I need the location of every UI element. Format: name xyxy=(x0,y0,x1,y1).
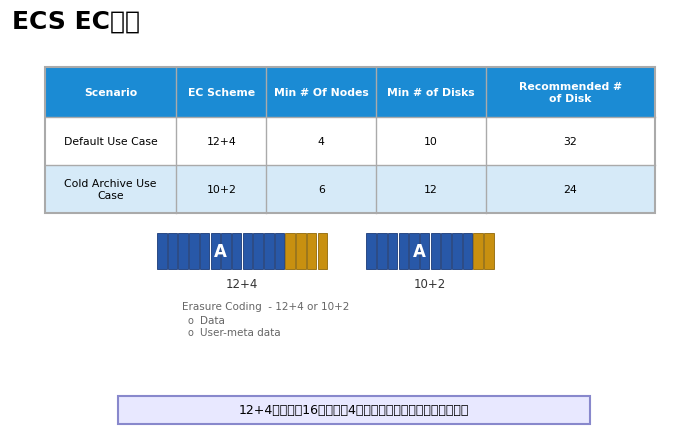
Bar xyxy=(45,166,655,214)
Text: 12+4并不要民16个节点，4个节点起就可以，降低初始规模。: 12+4并不要民16个节点，4个节点起就可以，降低初始规模。 xyxy=(239,404,469,417)
Text: User-meta data: User-meta data xyxy=(200,327,281,337)
Text: Recommended #
of Disk: Recommended # of Disk xyxy=(519,82,622,104)
Bar xyxy=(463,233,472,270)
Text: 24: 24 xyxy=(564,184,578,194)
Text: 4: 4 xyxy=(318,137,325,147)
Text: 10: 10 xyxy=(424,137,438,147)
Text: Scenario: Scenario xyxy=(84,88,137,98)
Bar xyxy=(45,118,655,166)
Bar xyxy=(286,233,295,270)
Text: 6: 6 xyxy=(318,184,325,194)
Bar xyxy=(199,233,209,270)
Bar xyxy=(179,233,188,270)
Bar xyxy=(211,233,220,270)
Bar xyxy=(275,233,284,270)
Text: Cold Archive Use
Case: Cold Archive Use Case xyxy=(65,179,157,201)
Text: A: A xyxy=(214,243,227,260)
Text: o: o xyxy=(188,315,194,325)
Bar xyxy=(441,233,451,270)
Text: Erasure Coding  - 12+4 or 10+2: Erasure Coding - 12+4 or 10+2 xyxy=(182,301,350,311)
Bar xyxy=(296,233,306,270)
Bar xyxy=(45,68,655,214)
Bar xyxy=(366,233,376,270)
Bar xyxy=(243,233,252,270)
Text: Min # of Disks: Min # of Disks xyxy=(387,88,475,98)
Bar xyxy=(409,233,418,270)
Bar xyxy=(253,233,263,270)
Bar xyxy=(420,233,430,270)
Text: 12: 12 xyxy=(424,184,438,194)
Text: Min # Of Nodes: Min # Of Nodes xyxy=(274,88,369,98)
Bar xyxy=(452,233,461,270)
Bar xyxy=(377,233,386,270)
Text: 10+2: 10+2 xyxy=(414,277,446,290)
Bar xyxy=(189,233,199,270)
Bar xyxy=(45,68,655,118)
Bar xyxy=(118,396,590,424)
Bar xyxy=(157,233,167,270)
Text: EC Scheme: EC Scheme xyxy=(188,88,255,98)
Text: 32: 32 xyxy=(564,137,578,147)
Bar xyxy=(221,233,231,270)
Bar xyxy=(473,233,483,270)
Text: 10+2: 10+2 xyxy=(206,184,236,194)
Text: 12+4: 12+4 xyxy=(206,137,236,147)
Bar xyxy=(318,233,327,270)
Bar xyxy=(484,233,493,270)
Bar xyxy=(431,233,440,270)
Text: A: A xyxy=(413,243,426,260)
Text: 12+4: 12+4 xyxy=(226,277,258,290)
Bar xyxy=(232,233,241,270)
Text: o: o xyxy=(188,327,194,337)
Bar xyxy=(264,233,274,270)
Text: ECS EC配置: ECS EC配置 xyxy=(12,10,140,34)
Text: Default Use Case: Default Use Case xyxy=(64,137,158,147)
Bar xyxy=(388,233,398,270)
Bar xyxy=(398,233,408,270)
Text: Data: Data xyxy=(200,315,225,325)
Bar xyxy=(306,233,316,270)
Bar xyxy=(167,233,177,270)
